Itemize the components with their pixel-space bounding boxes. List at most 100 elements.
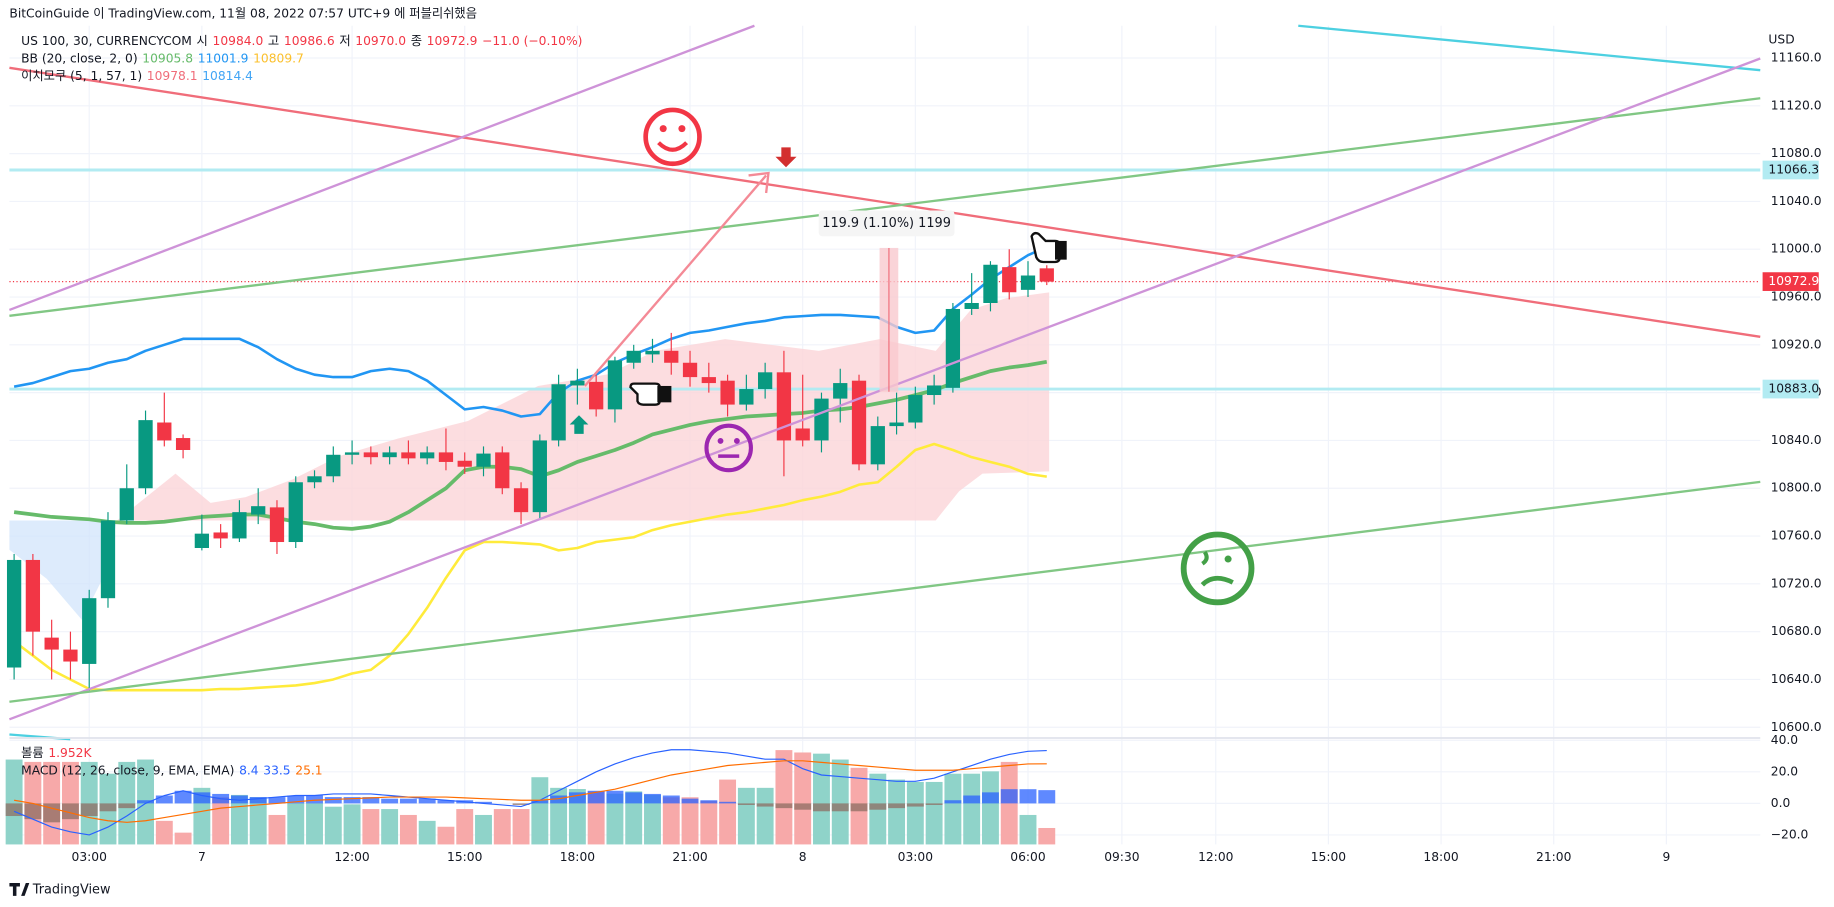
y-tick-label: 11040.0 [1771, 194, 1822, 208]
legend-item: 10814.4 [202, 69, 253, 83]
measure-label: 119.9 (1.10%) 1199 [822, 216, 951, 231]
legend-item: 볼륨 [21, 746, 44, 760]
candle-body [194, 533, 210, 548]
y-tick-label: 11000.0 [1771, 242, 1822, 256]
x-tick-label: 09:30 [1104, 850, 1139, 864]
trend-line [1298, 24, 1761, 72]
histogram-bar [381, 798, 399, 804]
histogram-bar [869, 803, 887, 810]
measure-label-box [818, 210, 955, 237]
legend-item: 종 [411, 33, 422, 47]
candle-body [307, 476, 322, 483]
histogram-bar [399, 798, 417, 804]
histogram-bar [1038, 790, 1056, 804]
volume-bar [925, 781, 943, 845]
histogram-bar [43, 803, 61, 823]
level-label: 10883.0 [1768, 382, 1819, 396]
x-tick-label: 8 [799, 850, 807, 864]
volume-bar [644, 794, 661, 845]
legend-item: MACD (12, 26, close, 9, EMA, EMA) [21, 763, 234, 777]
x-tick-label: 15:00 [1311, 850, 1346, 864]
candle-body [851, 380, 867, 465]
volume-bar [249, 797, 267, 845]
x-tick-label: 9 [1662, 850, 1670, 864]
candle-body [175, 438, 191, 450]
candle-body [795, 428, 810, 441]
legend-item: 10905.8 [142, 51, 193, 65]
currency-label: USD [1768, 32, 1794, 46]
candle-body [626, 350, 641, 363]
y-tick-label: 10720.0 [1771, 576, 1822, 590]
candle-body [1002, 267, 1017, 293]
x-tick-label: 18:00 [1423, 850, 1458, 864]
y-tick-label: 11120.0 [1771, 98, 1822, 112]
trend-line [9, 480, 1761, 703]
legend-item: 10986.6 [284, 33, 335, 47]
y-tick-label: 10680.0 [1771, 624, 1822, 638]
histogram-bar [1000, 789, 1018, 804]
ichimoku-cloud-pink [117, 292, 1050, 521]
candle-body [269, 507, 285, 543]
drawings: 119.9 (1.10%) 1199 [8, 24, 1761, 741]
candle-body [401, 452, 416, 459]
candle-body [758, 372, 773, 390]
volume-bar [794, 752, 812, 845]
x-tick-label: 21:00 [672, 850, 707, 864]
volume-bar [61, 761, 79, 845]
indicator-line [13, 442, 1047, 692]
histogram-bar [306, 795, 323, 804]
y-tick-label: 20.0 [1771, 764, 1798, 778]
histogram-bar [681, 798, 699, 804]
volume-bar [399, 814, 417, 845]
volume-bar [1038, 827, 1056, 845]
volume-bar [362, 809, 380, 845]
volume-bar [287, 803, 305, 845]
volume-bar [606, 793, 624, 845]
histogram-bar [61, 803, 79, 820]
footer: TradingView [9, 883, 111, 898]
legend-item: 저 [339, 33, 350, 47]
histogram-bar [700, 800, 718, 804]
lower-pane [5, 749, 1056, 845]
legend-item: −11.0 (−0.10%) [482, 33, 582, 47]
x-tick-label: 12:00 [334, 850, 369, 864]
candle-body [926, 385, 942, 396]
histogram-bar [287, 795, 305, 804]
candle-body [44, 637, 59, 650]
candle-body [664, 350, 679, 363]
ichimoku-cloud-blue [9, 520, 118, 620]
legend-item: 이치모쿠 (5, 1, 57, 1) [21, 69, 142, 83]
volume-bar [174, 832, 192, 845]
histogram-bar [174, 790, 192, 804]
trend-line [8, 24, 755, 312]
histogram-bar [343, 797, 361, 804]
legend-row: US 100, 30, CURRENCYCOM 시 10984.0 고 10986.6 저… [21, 33, 582, 47]
histogram-bar [944, 800, 962, 804]
volume-bar [963, 773, 981, 845]
neutral-emoji [704, 423, 753, 473]
volume-bar [756, 787, 774, 845]
candle-body [213, 532, 228, 539]
x-tick-label: 18:00 [560, 850, 595, 864]
histogram-bar [606, 790, 624, 804]
legend-item: 33.5 [263, 763, 290, 777]
histogram-bar [813, 803, 830, 812]
y-tick-label: 10600.0 [1771, 720, 1822, 734]
histogram-bar [925, 803, 943, 805]
y-tick-label: 10800.0 [1771, 481, 1822, 495]
candle-body [476, 453, 491, 467]
histogram-bar [963, 795, 981, 804]
histogram-bar [531, 800, 549, 804]
candle-body [889, 422, 904, 427]
histogram-bar [662, 795, 680, 804]
volume-bar [719, 779, 737, 845]
legend-item: 11001.9 [198, 51, 249, 65]
volume-bar [324, 806, 342, 845]
volume-bar [888, 779, 906, 845]
histogram-bar [1019, 789, 1037, 804]
legend-item: 시 [197, 33, 208, 47]
volume-bar [418, 820, 436, 845]
volume-bar [906, 781, 924, 845]
candle-body [495, 452, 510, 489]
